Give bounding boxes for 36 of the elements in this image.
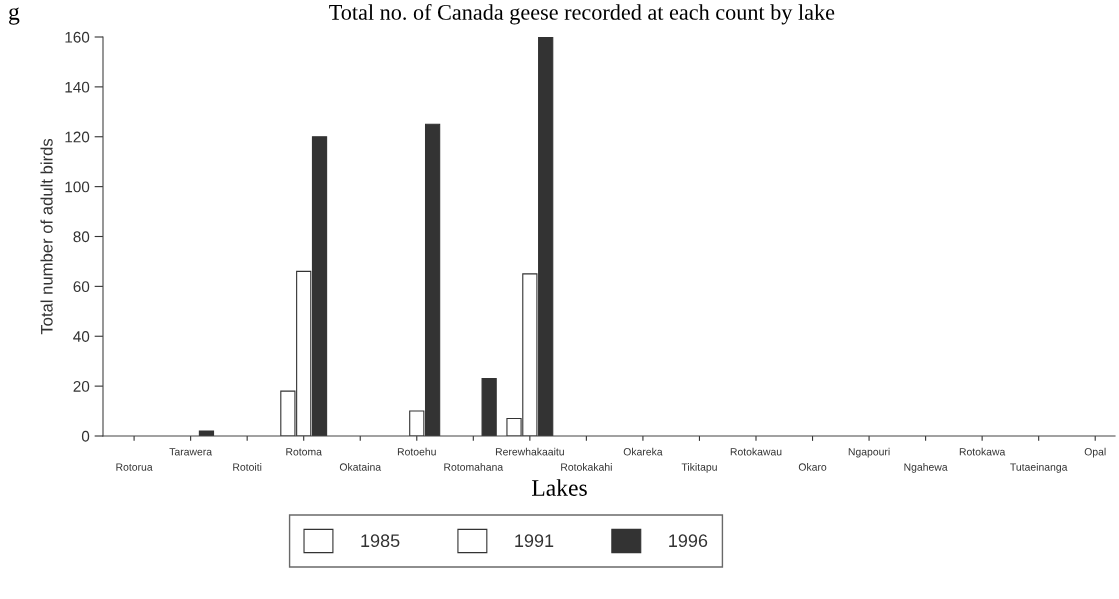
x-tick-label: Okataina — [339, 463, 382, 471]
x-tick-label: Rotokakahi — [561, 463, 612, 471]
text: g — [9, 7, 20, 25]
x-tick-label: Tutaeinanga — [1010, 463, 1068, 473]
x-tick-label: Rotoiti — [233, 463, 262, 471]
y-tick-label: 100 — [65, 181, 90, 193]
y-tick-label: 120 — [65, 131, 90, 143]
chart-title: Total no. of Canada geese recorded at each count by lake — [329, 4, 835, 25]
y-tick-label: 80 — [73, 231, 90, 243]
x-tick-label: Tikitapu — [681, 463, 717, 473]
x-tick-label: Rotomahana — [444, 463, 504, 471]
bar — [481, 378, 497, 436]
y-tick-label: 160 — [65, 31, 90, 43]
y-tick-label: 20 — [73, 380, 90, 392]
x-axis-title: Lakes — [531, 479, 587, 496]
x-tick-label: Ngapouri — [848, 447, 890, 458]
x-tick-label: Rotorua — [116, 463, 153, 471]
x-tick-label: Opal — [1084, 447, 1106, 458]
x-tick-label: Rotoehu — [397, 447, 436, 456]
x-tick-label: Rerewhakaaitu — [495, 447, 564, 456]
x-tick-label: Okaro — [798, 463, 827, 471]
legend-label: 1985 — [361, 534, 400, 548]
legend-label: 1996 — [669, 534, 708, 548]
legend-label: 1991 — [515, 534, 554, 548]
x-tick-label: Ngahewa — [904, 463, 948, 473]
y-tick-label: 0 — [81, 430, 90, 442]
y-tick-label: 60 — [73, 281, 90, 293]
x-tick-label: Rotoma — [286, 448, 322, 456]
x-tick-label: Tarawera — [169, 448, 213, 456]
y-tick-label: 40 — [73, 331, 90, 342]
bar — [198, 430, 215, 436]
x-tick-label: Rotokawau — [730, 447, 782, 456]
y-tick-label: 140 — [65, 81, 90, 93]
y-axis-title: Total number of adult birds — [40, 138, 53, 335]
x-tick-label: Okareka — [623, 447, 663, 456]
x-tick-label: Rotokawa — [959, 447, 1006, 456]
